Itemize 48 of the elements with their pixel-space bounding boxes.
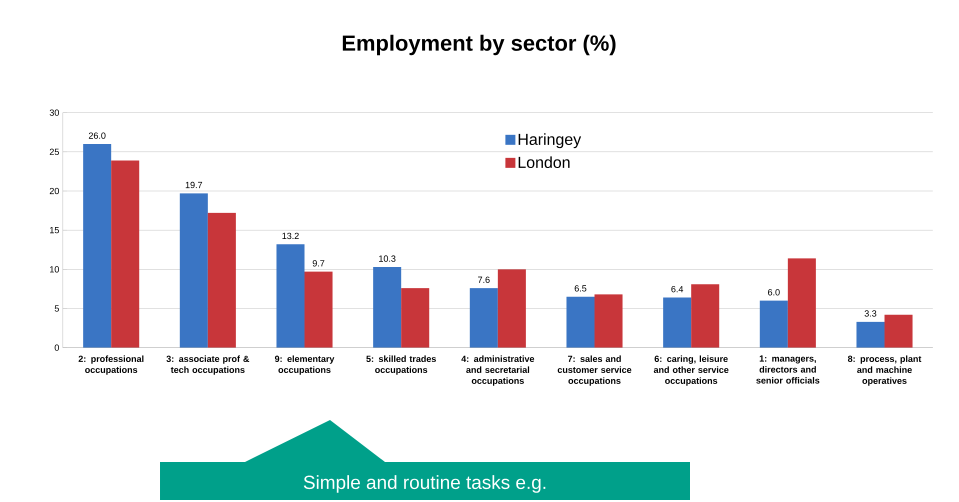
bar [470, 288, 498, 348]
y-tick-label: 15 [50, 227, 59, 234]
bar [373, 266, 402, 348]
data-label: 19.7 [186, 182, 202, 188]
bar [691, 284, 720, 348]
data-label: 13.2 [282, 232, 299, 240]
y-tick-label: 5 [54, 305, 59, 312]
y-tick-label: 30 [50, 109, 59, 116]
bar [663, 298, 692, 348]
bar [276, 244, 305, 348]
x-tick-label: 5: skilled trades occupations [366, 355, 436, 375]
data-label: 10.3 [379, 255, 396, 262]
x-tick-label: 2: professional occupations [78, 355, 144, 375]
x-tick-label: 3: associate prof & tech occupations [166, 355, 250, 375]
x-tick-label: 8: process, plant and machine operatives [848, 355, 922, 386]
y-tick-label: 25 [50, 148, 59, 156]
bar [884, 314, 913, 348]
y-tick-label: 20 [50, 188, 59, 194]
x-tick-label: 1: managers, directors and senior officials [756, 355, 820, 384]
bar [498, 269, 526, 348]
bar [856, 322, 885, 348]
bar [180, 193, 208, 348]
bar [566, 296, 595, 348]
data-label: 6.5 [574, 285, 586, 292]
x-tick-label: 6: caring, leisure and other service occupations [654, 355, 728, 386]
x-tick-label: 4: administrative and secretarial occupations [461, 355, 534, 386]
data-label: 7.6 [478, 276, 490, 283]
data-label: 9.7 [312, 260, 324, 266]
bar [304, 272, 333, 348]
x-tick-label: 9: elementary occupations [274, 355, 334, 375]
x-tick-label: 7: sales and customer service occupations [558, 355, 632, 386]
bar [401, 288, 430, 348]
bar [208, 212, 236, 348]
data-label: 26.0 [88, 132, 106, 139]
chart-title: Employment by sector (%) [342, 34, 616, 56]
data-label: 3.3 [864, 310, 876, 317]
y-tick-label: 0 [54, 344, 59, 351]
legend-label: London [518, 156, 570, 168]
data-label: 6.0 [768, 289, 780, 296]
legend-label: Haringey [518, 133, 582, 148]
y-tick-label: 10 [50, 266, 59, 273]
bar [760, 300, 788, 348]
bar [594, 294, 623, 348]
bar [788, 258, 816, 348]
text: Simple and routine tasks e.g. [304, 475, 546, 493]
data-label: 6.4 [671, 286, 684, 292]
bar [111, 160, 140, 348]
bar [83, 144, 112, 348]
